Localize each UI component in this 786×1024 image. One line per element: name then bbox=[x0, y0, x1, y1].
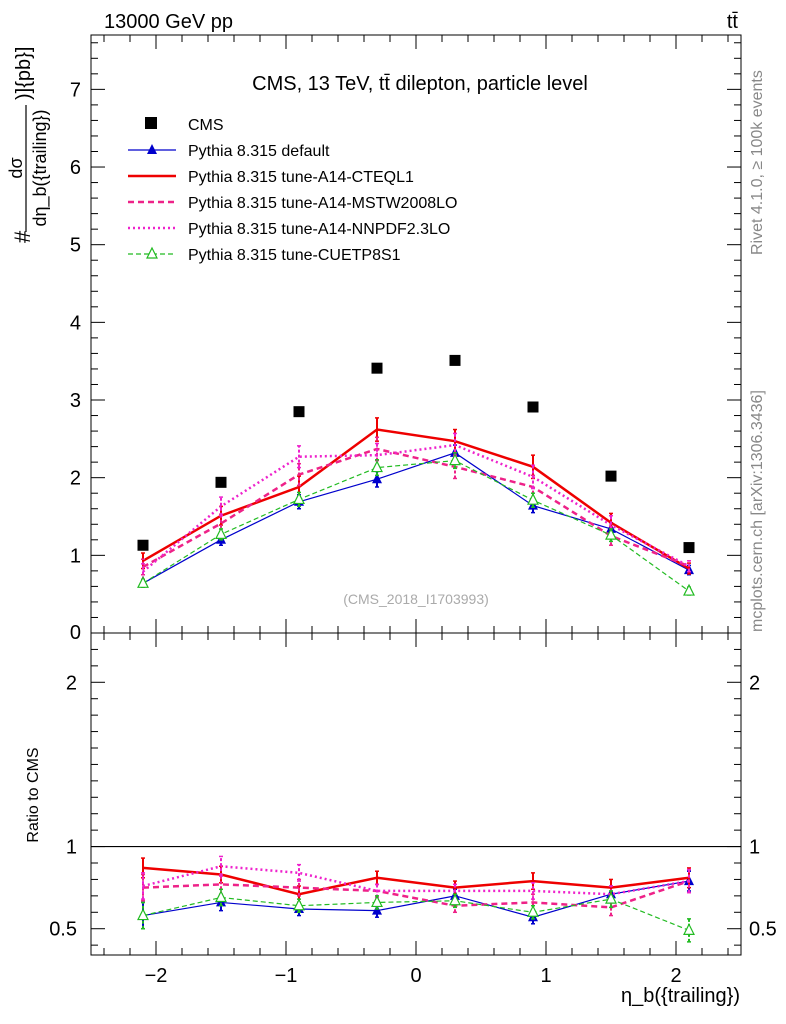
y-label-prefix: # bbox=[10, 230, 35, 243]
x-tick-label: 1 bbox=[540, 965, 551, 987]
main-axes: 1 2 3 4 5 6 7 0 bbox=[70, 35, 741, 644]
ratio-point-cuetp8s1 bbox=[371, 895, 383, 908]
ratio-y-tick-label-right: 1 bbox=[749, 837, 760, 859]
legend-label-nnpdf: Pythia 8.315 tune-A14-NNPDF2.3LO bbox=[188, 221, 450, 238]
x-tick-label: −2 bbox=[145, 965, 168, 987]
main-point-cuetp8s1 bbox=[371, 460, 383, 473]
ratio-series-line-0 bbox=[142, 880, 690, 918]
ratio-point-cuetp8s1 bbox=[215, 890, 227, 903]
main-point-cuetp8s1 bbox=[137, 575, 149, 588]
main-point-cuetp8s1 bbox=[605, 527, 617, 540]
main-y-tick-label: 5 bbox=[70, 235, 81, 257]
legend-label-mstw: Pythia 8.315 tune-A14-MSTW2008LO bbox=[188, 195, 457, 212]
cms-data-point bbox=[683, 542, 695, 554]
main-y-tick-label: 2 bbox=[70, 468, 81, 490]
ratio-series-group bbox=[137, 855, 695, 943]
legend-label-cteql1: Pythia 8.315 tune-A14-CTEQL1 bbox=[188, 169, 414, 186]
cms-data-point bbox=[293, 406, 305, 418]
main-y-axis-label: # dσ dη_b({trailing}) )]{pb}] bbox=[6, 47, 51, 243]
source-label: mcplots.cern.ch [arXiv:1306.3436] bbox=[749, 390, 766, 632]
x-tick-label: 0 bbox=[410, 965, 421, 987]
main-series-line-1 bbox=[142, 428, 690, 570]
main-y-tick-label: 3 bbox=[70, 390, 81, 412]
watermark: (CMS_2018_I1703993) bbox=[343, 591, 489, 607]
legend-marker-default bbox=[147, 144, 157, 154]
ratio-point-cuetp8s1 bbox=[527, 904, 539, 917]
main-point-cuetp8s1 bbox=[683, 583, 695, 596]
main-series-line-2 bbox=[142, 447, 690, 569]
ratio-series-line-4 bbox=[142, 896, 690, 931]
legend-marker-cms bbox=[145, 117, 157, 129]
cms-data-point bbox=[137, 539, 149, 551]
y-label-numerator: dσ bbox=[6, 157, 26, 178]
main-series-line-4 bbox=[142, 459, 690, 592]
main-y-tick-label: 4 bbox=[70, 312, 81, 334]
main-y-tick-label: 7 bbox=[70, 79, 81, 101]
energy-label: 13000 GeV pp bbox=[104, 11, 233, 33]
main-point-cuetp8s1 bbox=[293, 492, 305, 505]
main-point-cuetp8s1 bbox=[449, 453, 461, 466]
main-y-tick-label: 1 bbox=[70, 545, 81, 567]
ratio-point-cuetp8s1 bbox=[605, 891, 617, 904]
legend-label-cuetp8s1: Pythia 8.315 tune-CUETP8S1 bbox=[188, 247, 401, 264]
plot-title: CMS, 13 TeV, tt̄ dilepton, particle leve… bbox=[252, 73, 588, 95]
ratio-series-line-3 bbox=[142, 865, 690, 896]
ratio-y-tick-label: 0.5 bbox=[49, 919, 77, 941]
ratio-y-tick-label: 2 bbox=[66, 672, 77, 694]
main-series-line-0 bbox=[142, 452, 690, 584]
x-tick-label: −1 bbox=[275, 965, 298, 987]
ratio-frame bbox=[90, 632, 742, 956]
ratio-point-cuetp8s1 bbox=[137, 908, 149, 921]
cms-data-point bbox=[605, 470, 617, 482]
legend-marker-cuetp8s1 bbox=[146, 246, 158, 259]
cms-data-point bbox=[527, 401, 539, 413]
ratio-point-cuetp8s1 bbox=[449, 893, 461, 906]
cms-data-point bbox=[215, 476, 227, 488]
ratio-y-tick-label: 1 bbox=[66, 837, 77, 859]
main-y-zero-label: 0 bbox=[70, 622, 81, 644]
legend-label-default: Pythia 8.315 default bbox=[188, 143, 330, 160]
cms-data-point bbox=[371, 362, 383, 374]
x-tick-label: 2 bbox=[670, 965, 681, 987]
ratio-axes: −2 −1 0 1 2 0.5 0.5 1 1 2 2 bbox=[49, 633, 777, 987]
ratio-y-tick-label-right: 2 bbox=[749, 672, 760, 694]
legend-label-cms: CMS bbox=[188, 117, 224, 134]
main-y-tick-label: 6 bbox=[70, 157, 81, 179]
y-label-suffix: )]{pb}] bbox=[13, 47, 35, 100]
main-point-cuetp8s1 bbox=[215, 527, 227, 539]
ratio-point-cuetp8s1 bbox=[683, 923, 695, 935]
ratio-y-label: Ratio to CMS bbox=[25, 747, 42, 842]
process-label: tt̄ bbox=[727, 11, 739, 33]
main-series-line-3 bbox=[142, 443, 690, 573]
x-axis-label: η_b({trailing}) bbox=[621, 985, 740, 1007]
ratio-series-line-2 bbox=[142, 879, 690, 909]
ratio-series-line-1 bbox=[142, 866, 690, 896]
main-point-default bbox=[372, 473, 382, 484]
main-series-group bbox=[137, 354, 695, 596]
ratio-point-cuetp8s1 bbox=[293, 898, 305, 911]
cms-data-point bbox=[449, 354, 461, 366]
y-label-denominator: dη_b({trailing}) bbox=[30, 109, 51, 226]
ratio-y-tick-label-right: 0.5 bbox=[749, 919, 777, 941]
main-point-cuetp8s1 bbox=[527, 492, 539, 505]
legend: CMS Pythia 8.315 default Pythia 8.315 tu… bbox=[128, 117, 457, 264]
rivet-label: Rivet 4.1.0, ≥ 100k events bbox=[749, 70, 766, 255]
